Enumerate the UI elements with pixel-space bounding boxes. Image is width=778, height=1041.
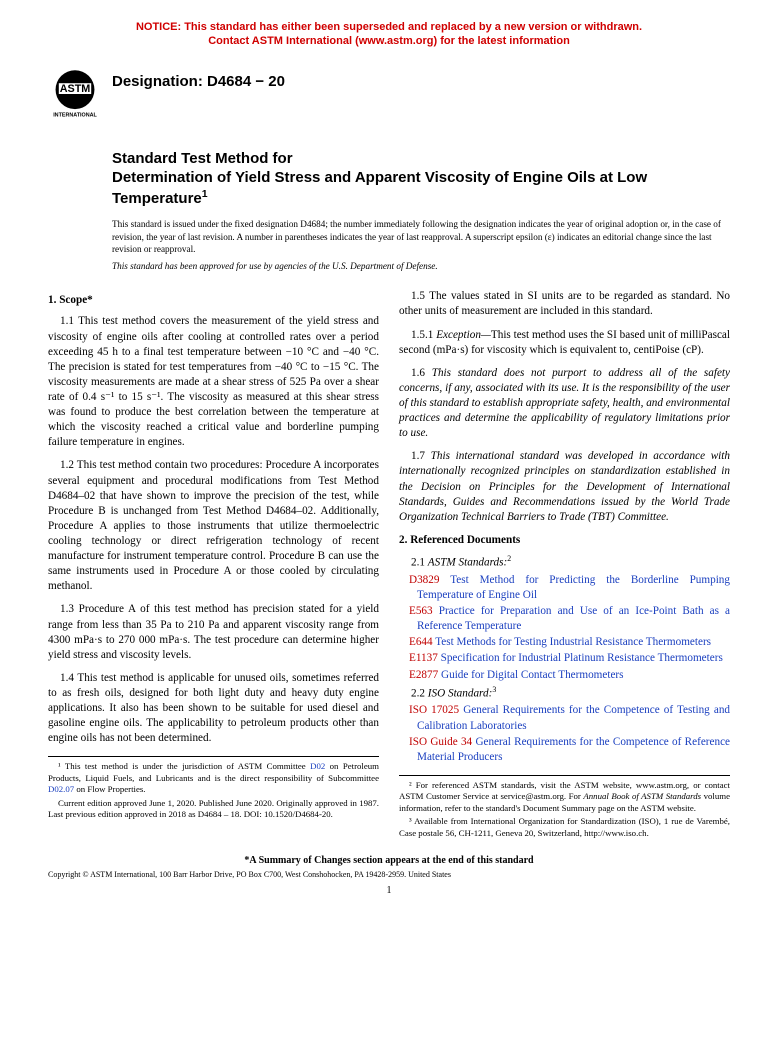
right-column: 1.5 The values stated in SI units are to…: [399, 289, 730, 841]
copyright-line: Copyright © ASTM International, 100 Barr…: [48, 870, 730, 879]
ref-title: General Requirements for the Competence …: [417, 704, 730, 731]
ref-isoguide34: ISO Guide 34 General Requirements for th…: [399, 735, 730, 765]
ref-code: E563: [409, 605, 433, 617]
ref-code: ISO 17025: [409, 704, 459, 716]
iso-sup: 3: [492, 685, 496, 694]
header-row: ASTM INTERNATIONAL Designation: D4684 − …: [48, 67, 730, 121]
p16-body: This standard does not purport to addres…: [399, 367, 730, 439]
p17-label: 1.7: [411, 450, 431, 462]
ref-link[interactable]: ISO 17025 General Requirements for the C…: [409, 704, 730, 731]
title-main: Determination of Yield Stress and Appare…: [112, 168, 730, 208]
ref-link[interactable]: E1137 Specification for Industrial Plati…: [409, 652, 723, 664]
ref-code: E2877: [409, 669, 438, 681]
para-1-7: 1.7 This international standard was deve…: [399, 449, 730, 525]
footnote-1b: Current edition approved June 1, 2020. P…: [48, 798, 379, 821]
left-column: 1. Scope* 1.1 This test method covers th…: [48, 289, 379, 841]
fn1a-pre: ¹ This test method is under the jurisdic…: [58, 761, 310, 771]
ref-e2877: E2877 Guide for Digital Contact Thermome…: [399, 668, 730, 683]
refs-astm-label: 2.1 ASTM Standards:2: [399, 554, 730, 571]
summary-of-changes-line: *A Summary of Changes section appears at…: [48, 855, 730, 866]
iso-label: ISO Standard:: [428, 687, 493, 699]
para-1-6: 1.6 This standard does not purport to ad…: [399, 366, 730, 442]
ref-d3829: D3829 Test Method for Predicting the Bor…: [399, 573, 730, 603]
astm-logo-icon: ASTM INTERNATIONAL: [48, 67, 102, 121]
ref-link[interactable]: D3829 Test Method for Predicting the Bor…: [409, 574, 730, 601]
notice-line2: Contact ASTM International (www.astm.org…: [208, 35, 570, 47]
para-1-2: 1.2 This test method contain two procedu…: [48, 458, 379, 594]
ref-iso17025: ISO 17025 General Requirements for the C…: [399, 703, 730, 733]
ref-title: Specification for Industrial Platinum Re…: [441, 652, 723, 664]
ref-title: Test Method for Predicting the Borderlin…: [417, 574, 730, 601]
section-head-refs: 2. Referenced Documents: [399, 533, 730, 548]
astm-pre: 2.1: [411, 557, 428, 569]
para-1-3: 1.3 Procedure A of this test method has …: [48, 602, 379, 662]
p151-emph: Exception—: [436, 329, 491, 341]
fn2-emph: Annual Book of ASTM Standards: [583, 791, 701, 801]
title-main-text: Determination of Yield Stress and Appare…: [112, 169, 647, 207]
ref-link[interactable]: E563 Practice for Preparation and Use of…: [409, 605, 730, 632]
ref-code: ISO Guide 34: [409, 736, 472, 748]
fn1a-link-d0207[interactable]: D02.07: [48, 784, 74, 794]
svg-text:ASTM: ASTM: [60, 82, 91, 94]
title-lead: Standard Test Method for: [112, 149, 730, 169]
two-column-body: 1. Scope* 1.1 This test method covers th…: [48, 289, 730, 841]
fn1a-link-d02[interactable]: D02: [310, 761, 325, 771]
issuance-block: This standard is issued under the fixed …: [112, 218, 730, 255]
dod-approval-line: This standard has been approved for use …: [112, 261, 730, 271]
ref-title: Test Methods for Testing Industrial Resi…: [435, 636, 711, 648]
designation: Designation: D4684 − 20: [112, 73, 285, 90]
footnote-3: ³ Available from International Organizat…: [399, 816, 730, 839]
ref-title: Practice for Preparation and Use of an I…: [417, 605, 730, 632]
svg-text:INTERNATIONAL: INTERNATIONAL: [53, 112, 97, 118]
footnotes-right: ² For referenced ASTM standards, visit t…: [399, 775, 730, 839]
refs-iso-label: 2.2 ISO Standard:3: [399, 685, 730, 702]
ref-code: E644: [409, 636, 433, 648]
ref-e1137: E1137 Specification for Industrial Plati…: [399, 651, 730, 666]
page: NOTICE: This standard has either been su…: [0, 0, 778, 916]
title-sup: 1: [202, 188, 208, 200]
para-1-5: 1.5 The values stated in SI units are to…: [399, 289, 730, 319]
ref-e644: E644 Test Methods for Testing Industrial…: [399, 635, 730, 650]
astm-label: ASTM Standards:: [428, 557, 507, 569]
ref-link[interactable]: ISO Guide 34 General Requirements for th…: [409, 736, 730, 763]
para-1-4: 1.4 This test method is applicable for u…: [48, 671, 379, 747]
iso-pre: 2.2: [411, 687, 428, 699]
p151-label: 1.5.1: [411, 329, 436, 341]
para-1-5-1: 1.5.1 Exception—This test method uses th…: [399, 328, 730, 358]
ref-link[interactable]: E2877 Guide for Digital Contact Thermome…: [409, 669, 624, 681]
ref-link[interactable]: E644 Test Methods for Testing Industrial…: [409, 636, 711, 648]
footnotes-left: ¹ This test method is under the jurisdic…: [48, 756, 379, 820]
notice-line1: NOTICE: This standard has either been su…: [136, 21, 642, 33]
ref-e563: E563 Practice for Preparation and Use of…: [399, 604, 730, 634]
ref-title: Guide for Digital Contact Thermometers: [441, 669, 623, 681]
title-block: Standard Test Method for Determination o…: [112, 149, 730, 209]
p17-body: This international standard was develope…: [399, 450, 730, 522]
ref-code: D3829: [409, 574, 439, 586]
page-number: 1: [48, 885, 730, 896]
ref-code: E1137: [409, 652, 438, 664]
footnote-2: ² For referenced ASTM standards, visit t…: [399, 780, 730, 814]
supersession-notice: NOTICE: This standard has either been su…: [48, 20, 730, 49]
footnote-1a: ¹ This test method is under the jurisdic…: [48, 761, 379, 795]
astm-sup: 2: [507, 554, 511, 563]
p16-label: 1.6: [411, 367, 432, 379]
section-head-scope: 1. Scope*: [48, 293, 379, 308]
para-1-1: 1.1 This test method covers the measurem…: [48, 314, 379, 450]
fn1a-post: on Flow Properties.: [74, 784, 145, 794]
